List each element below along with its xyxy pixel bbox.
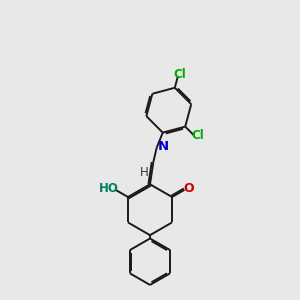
Text: H: H (140, 166, 149, 178)
Text: Cl: Cl (192, 130, 205, 142)
Text: O: O (183, 182, 194, 195)
Text: N: N (157, 140, 168, 152)
Text: Cl: Cl (173, 68, 186, 81)
Text: HO: HO (98, 182, 118, 195)
